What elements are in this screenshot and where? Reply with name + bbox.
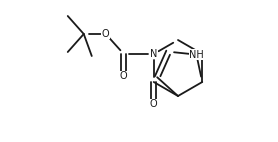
Text: NH: NH bbox=[189, 50, 204, 60]
Text: O: O bbox=[120, 71, 128, 81]
Text: N: N bbox=[150, 49, 157, 59]
Text: O: O bbox=[102, 29, 110, 39]
Text: O: O bbox=[150, 99, 158, 109]
